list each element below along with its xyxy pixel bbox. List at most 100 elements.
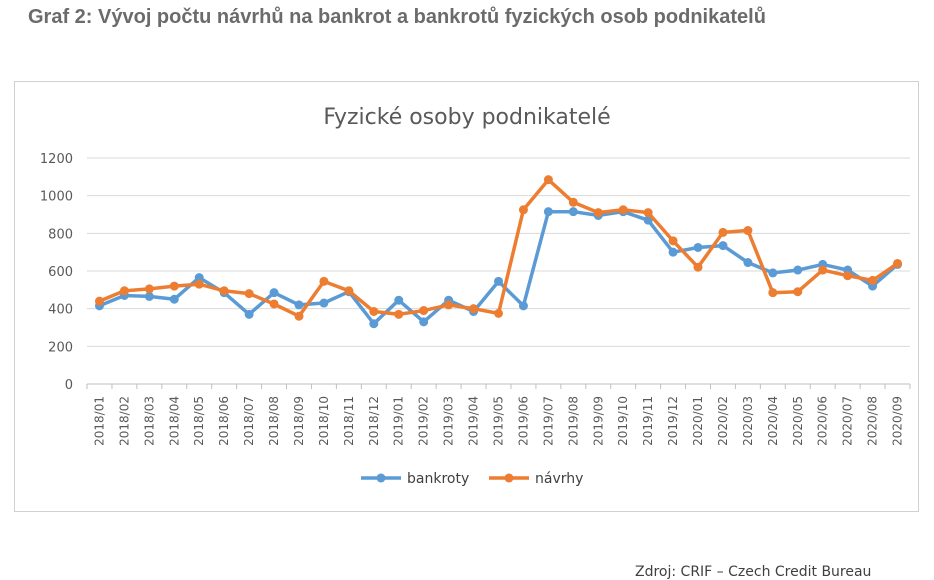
y-tick-label: 0 bbox=[65, 378, 73, 393]
data-point bbox=[344, 286, 354, 296]
legend-swatch-marker bbox=[376, 473, 386, 483]
data-point bbox=[618, 205, 628, 215]
data-point bbox=[169, 281, 179, 291]
data-point bbox=[169, 294, 179, 304]
source-note: Zdroj: CRIF – Czech Credit Bureau bbox=[635, 564, 872, 580]
page-heading: Graf 2: Vývoj počtu návrhů na bankrot a … bbox=[28, 6, 766, 28]
x-tick-label: 2018/04 bbox=[167, 396, 181, 446]
data-point bbox=[319, 298, 329, 308]
x-tick-label: 2019/01 bbox=[392, 396, 406, 446]
y-tick-label: 400 bbox=[48, 303, 73, 318]
x-tick-label: 2020/02 bbox=[716, 396, 730, 446]
data-point bbox=[868, 275, 878, 285]
x-tick-label: 2018/07 bbox=[242, 396, 256, 446]
data-point bbox=[144, 284, 154, 294]
series-návrhy bbox=[94, 175, 903, 321]
x-tick-label: 2019/12 bbox=[666, 396, 680, 446]
data-point bbox=[793, 287, 803, 297]
legend-label: návrhy bbox=[535, 471, 583, 487]
y-tick-label: 800 bbox=[48, 227, 73, 242]
data-point bbox=[518, 205, 528, 215]
data-point bbox=[369, 306, 379, 316]
data-point bbox=[643, 208, 653, 218]
x-tick-label: 2019/07 bbox=[541, 396, 555, 446]
series-line bbox=[98, 177, 899, 318]
data-point bbox=[543, 175, 553, 185]
x-tick-label: 2018/10 bbox=[317, 396, 331, 446]
x-tick-label: 2019/10 bbox=[616, 396, 630, 446]
data-point bbox=[818, 265, 828, 275]
x-tick-label: 2018/09 bbox=[292, 396, 306, 446]
x-tick-label: 2018/03 bbox=[142, 396, 156, 446]
x-tick-label: 2018/08 bbox=[267, 396, 281, 446]
data-point bbox=[244, 309, 254, 319]
data-point bbox=[568, 207, 578, 217]
line-chart: Fyzické osoby podnikatelé 0 200 400 600 800 1… bbox=[40, 105, 911, 487]
data-point bbox=[94, 296, 104, 306]
data-point bbox=[718, 241, 728, 251]
data-point bbox=[793, 265, 803, 275]
data-point bbox=[718, 227, 728, 237]
data-point bbox=[494, 276, 503, 286]
x-tick-label: 2018/06 bbox=[217, 396, 231, 446]
data-point bbox=[743, 226, 753, 236]
x-tick-label: 2019/08 bbox=[566, 396, 580, 446]
chart-title: Fyzické osoby podnikatelé bbox=[323, 105, 610, 130]
data-point bbox=[568, 197, 578, 207]
data-point bbox=[743, 258, 753, 268]
legend-swatch-marker bbox=[504, 473, 514, 483]
data-point bbox=[643, 215, 653, 225]
data-point bbox=[319, 276, 329, 286]
data-point bbox=[843, 271, 853, 281]
x-tick-label: 2020/03 bbox=[741, 396, 755, 446]
data-point bbox=[294, 300, 304, 310]
legend-item-návrhy: návrhy bbox=[489, 471, 583, 487]
chart-frame: Fyzické osoby podnikatelé 0 200 400 600 800 1… bbox=[14, 81, 919, 580]
data-point bbox=[543, 207, 553, 217]
data-point bbox=[668, 236, 678, 246]
data-point bbox=[693, 242, 703, 252]
x-tick-label: 2020/01 bbox=[691, 396, 705, 446]
data-point bbox=[893, 258, 903, 268]
x-tick-label: 2019/04 bbox=[467, 396, 481, 446]
x-tick-label: 2019/03 bbox=[442, 396, 456, 446]
data-point bbox=[119, 286, 129, 296]
data-point bbox=[768, 268, 778, 278]
data-point bbox=[444, 300, 454, 310]
data-point bbox=[244, 289, 254, 299]
data-point bbox=[419, 306, 429, 316]
data-point bbox=[369, 319, 379, 329]
x-tick-label: 2018/12 bbox=[367, 396, 381, 446]
data-point bbox=[294, 311, 304, 321]
x-tick-label: 2019/11 bbox=[641, 396, 655, 446]
data-point bbox=[518, 301, 528, 311]
data-point bbox=[144, 291, 154, 301]
y-tick-label: 600 bbox=[48, 265, 73, 280]
data-point bbox=[768, 288, 778, 298]
data-point bbox=[593, 208, 603, 218]
x-tick-label: 2019/06 bbox=[516, 396, 530, 446]
data-point bbox=[394, 309, 404, 319]
x-tick-label: 2020/08 bbox=[866, 396, 880, 446]
x-tick-label: 2018/05 bbox=[192, 396, 206, 446]
y-tick-label: 200 bbox=[48, 340, 73, 355]
x-tick-label: 2019/05 bbox=[492, 396, 506, 446]
legend-item-bankroty: bankroty bbox=[361, 471, 469, 487]
data-point bbox=[194, 273, 204, 283]
data-point bbox=[668, 247, 678, 257]
data-point bbox=[693, 262, 703, 272]
data-point bbox=[219, 286, 229, 296]
x-tick-label: 2020/07 bbox=[841, 396, 855, 446]
x-tick-label: 2020/06 bbox=[816, 396, 830, 446]
y-tick-label: 1200 bbox=[40, 152, 73, 167]
x-tick-label: 2020/05 bbox=[791, 396, 805, 446]
x-tick-label: 2018/11 bbox=[342, 396, 356, 446]
x-tick-label: 2020/04 bbox=[766, 396, 780, 446]
legend-label: bankroty bbox=[407, 471, 469, 487]
data-point bbox=[194, 279, 204, 289]
data-point bbox=[269, 288, 279, 298]
data-point bbox=[469, 304, 479, 314]
data-point bbox=[394, 295, 404, 305]
data-point bbox=[419, 317, 429, 327]
x-tick-label: 2020/09 bbox=[891, 396, 905, 446]
